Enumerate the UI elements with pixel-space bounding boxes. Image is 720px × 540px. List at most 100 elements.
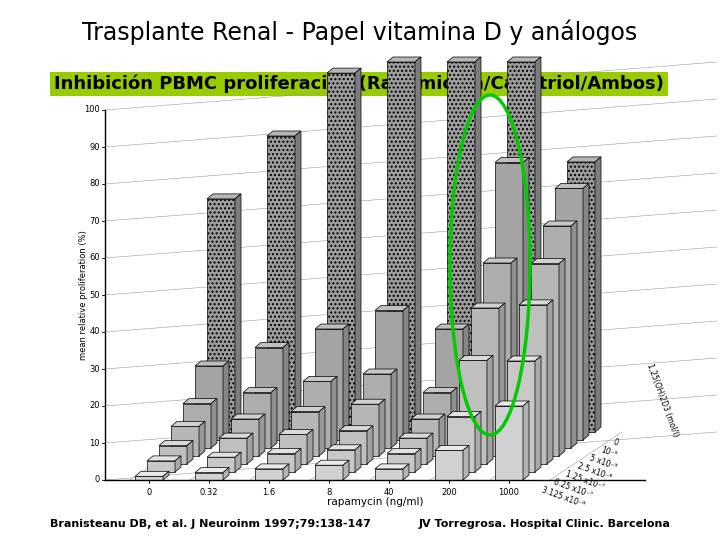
Polygon shape [319, 407, 325, 456]
Bar [291, 411, 319, 456]
Polygon shape [375, 306, 409, 310]
Text: Inhibición PBMC proliferación (Rapamicina/Calcitriol/Ambos): Inhibición PBMC proliferación (Rapamicin… [54, 75, 664, 93]
Polygon shape [223, 361, 229, 440]
Bar [339, 431, 367, 464]
Bar [435, 329, 463, 440]
Polygon shape [543, 221, 577, 226]
Polygon shape [495, 401, 529, 406]
Bar [255, 348, 283, 440]
Polygon shape [403, 306, 409, 440]
Text: 200: 200 [441, 488, 457, 497]
Polygon shape [483, 258, 517, 263]
Bar [267, 454, 295, 472]
Polygon shape [387, 449, 421, 454]
Text: 100: 100 [84, 105, 100, 114]
Polygon shape [427, 433, 433, 464]
Polygon shape [235, 194, 241, 432]
Polygon shape [267, 131, 301, 136]
Text: 60: 60 [89, 253, 100, 262]
Polygon shape [519, 300, 553, 305]
Bar [135, 476, 163, 480]
Polygon shape [411, 414, 445, 419]
Text: JV Torregrosa. Hospital Clinic. Barcelona: JV Torregrosa. Hospital Clinic. Barcelon… [418, 519, 670, 529]
Bar [543, 226, 571, 448]
Bar [171, 427, 199, 456]
Bar [50, 72, 668, 96]
Text: 0: 0 [95, 476, 100, 484]
Polygon shape [363, 369, 397, 374]
Bar [531, 264, 559, 456]
Bar [387, 62, 415, 432]
Bar [495, 163, 523, 440]
Polygon shape [283, 342, 289, 440]
Polygon shape [295, 131, 301, 432]
Polygon shape [447, 411, 481, 416]
Polygon shape [391, 369, 397, 448]
Text: 80: 80 [89, 179, 100, 188]
Polygon shape [295, 449, 301, 472]
Text: 1.25 x10⁻⁷: 1.25 x10⁻⁷ [564, 469, 605, 491]
Polygon shape [175, 456, 181, 472]
Polygon shape [207, 194, 241, 199]
Bar [567, 162, 595, 432]
Polygon shape [435, 446, 469, 450]
Polygon shape [171, 421, 205, 427]
Bar [387, 454, 415, 472]
Polygon shape [379, 399, 385, 456]
Bar [399, 438, 427, 464]
Polygon shape [399, 433, 433, 438]
Text: 20: 20 [89, 402, 100, 410]
Polygon shape [367, 426, 373, 464]
Polygon shape [523, 158, 529, 440]
Polygon shape [463, 324, 469, 440]
Polygon shape [219, 433, 253, 438]
Bar [315, 329, 343, 440]
Polygon shape [495, 158, 529, 163]
Polygon shape [595, 157, 601, 432]
Text: 0: 0 [612, 437, 620, 447]
Polygon shape [327, 68, 361, 73]
Polygon shape [435, 324, 469, 329]
Bar [519, 305, 547, 464]
Text: 6.25 x10⁻⁷: 6.25 x10⁻⁷ [552, 477, 593, 500]
Polygon shape [571, 221, 577, 448]
Polygon shape [375, 464, 409, 469]
Text: 40: 40 [89, 327, 100, 336]
Polygon shape [315, 460, 349, 465]
Polygon shape [499, 303, 505, 456]
Text: 1.6: 1.6 [262, 488, 276, 497]
Text: 40: 40 [384, 488, 395, 497]
Polygon shape [471, 303, 505, 308]
Polygon shape [343, 324, 349, 440]
Polygon shape [223, 468, 229, 480]
Bar [231, 419, 259, 456]
Polygon shape [183, 399, 217, 403]
Polygon shape [231, 414, 265, 419]
Bar [351, 404, 379, 456]
Polygon shape [259, 414, 265, 456]
Bar [375, 310, 403, 440]
Text: 2.5 x10⁻⁸: 2.5 x10⁻⁸ [576, 461, 613, 482]
Polygon shape [535, 57, 541, 432]
Text: 8: 8 [326, 488, 332, 497]
Text: 5 x10⁻⁹: 5 x10⁻⁹ [588, 453, 618, 471]
Bar [255, 469, 283, 480]
Polygon shape [271, 388, 277, 448]
Polygon shape [267, 449, 301, 454]
Polygon shape [511, 258, 517, 448]
Bar [471, 308, 499, 456]
Polygon shape [327, 445, 361, 450]
Text: rapamycin (ng/ml): rapamycin (ng/ml) [327, 497, 423, 507]
Text: Trasplante Renal - Papel vitamina D y análogos: Trasplante Renal - Papel vitamina D y an… [82, 19, 638, 45]
Polygon shape [507, 356, 541, 361]
Polygon shape [199, 421, 205, 456]
Polygon shape [163, 471, 169, 480]
Polygon shape [135, 471, 169, 476]
Text: 10⁻⁹: 10⁻⁹ [600, 445, 618, 459]
Polygon shape [195, 361, 229, 366]
Polygon shape [255, 464, 289, 469]
Bar [327, 450, 355, 472]
Bar [147, 461, 175, 472]
Polygon shape [439, 414, 445, 456]
Polygon shape [447, 57, 481, 62]
